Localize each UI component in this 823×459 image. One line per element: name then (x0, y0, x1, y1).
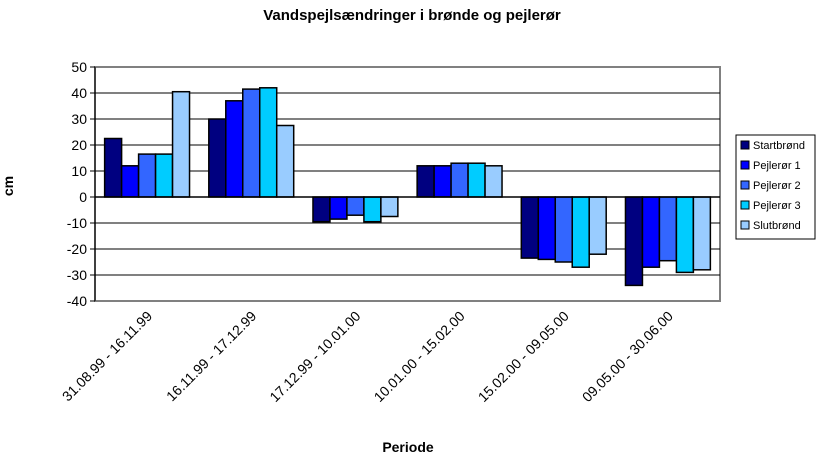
x-tick-label: 16.11.99 - 17.12.99 (163, 308, 260, 405)
bar (208, 118, 227, 198)
bar (416, 165, 435, 198)
bar (171, 90, 191, 198)
bar (624, 196, 644, 287)
y-tick-label: 30 (71, 111, 87, 127)
bar (380, 196, 399, 218)
bar (120, 165, 140, 198)
bar (137, 153, 157, 198)
plot-area (94, 66, 721, 302)
bar (329, 196, 348, 220)
bar (433, 165, 452, 198)
bar (520, 196, 540, 259)
x-tick-label: 15.02.00 - 09.05.00 (475, 308, 572, 405)
x-axis-title: Periode (382, 439, 434, 455)
x-tick-labels: 31.08.99 - 16.11.99 16.11.99 - 17.12.99 17… (59, 308, 676, 405)
bar (154, 153, 174, 198)
bar (242, 88, 261, 198)
bar (641, 196, 661, 268)
bar (588, 196, 607, 255)
bar (467, 162, 486, 198)
y-tick-label: 40 (71, 85, 87, 101)
y-tick-labels: -40 -30 -20 -10 0 10 20 30 40 50 (67, 59, 95, 309)
legend-swatch (740, 220, 750, 230)
y-tick-label: -10 (67, 215, 87, 231)
legend-label: Startbrønd (753, 140, 805, 152)
y-tick-label: -30 (67, 267, 87, 283)
legend: Startbrønd Pejlerør 1 Pejlerør 2 Pejlerør 3… (735, 134, 816, 240)
y-tick-label: 0 (79, 189, 87, 205)
bar (312, 196, 331, 223)
legend-label: Pejlerør 1 (753, 160, 801, 172)
bar (658, 196, 678, 262)
x-tick-label: 10.01.00 - 15.02.00 (371, 308, 468, 405)
bar (450, 162, 469, 198)
legend-swatch (740, 180, 750, 190)
legend-label: Slutbrønd (753, 220, 801, 232)
legend-swatch (740, 200, 750, 210)
gridlines (95, 92, 720, 276)
bar (363, 196, 382, 223)
bar (484, 165, 503, 198)
y-tick-label: 10 (71, 163, 87, 179)
legend-swatch (740, 140, 750, 150)
legend-label: Pejlerør 2 (753, 180, 801, 192)
bar (692, 196, 712, 271)
legend-label: Pejlerør 3 (753, 200, 801, 212)
bar (554, 196, 573, 263)
bar (103, 137, 123, 198)
bar (346, 196, 365, 216)
y-tick-label: 20 (71, 137, 87, 153)
x-tick-label: 09.05.00 - 30.06.00 (579, 308, 676, 405)
y-tick-label: 50 (71, 59, 87, 75)
bars (103, 87, 712, 287)
y-tick-label: -40 (67, 293, 87, 309)
legend-swatch (740, 160, 750, 170)
bar (258, 87, 278, 198)
x-tick-label: 31.08.99 - 16.11.99 (59, 308, 156, 405)
bar (225, 100, 244, 198)
y-axis-title: cm (0, 176, 16, 196)
bar (571, 196, 590, 268)
chart-title: Vandspejlsændringer i brønde og pejlerør (263, 7, 561, 24)
y-tick-label: -20 (67, 241, 87, 257)
bar (537, 196, 557, 261)
x-tick-label: 17.12.99 - 10.01.00 (266, 308, 363, 405)
bar (275, 124, 295, 198)
bar (675, 196, 695, 274)
